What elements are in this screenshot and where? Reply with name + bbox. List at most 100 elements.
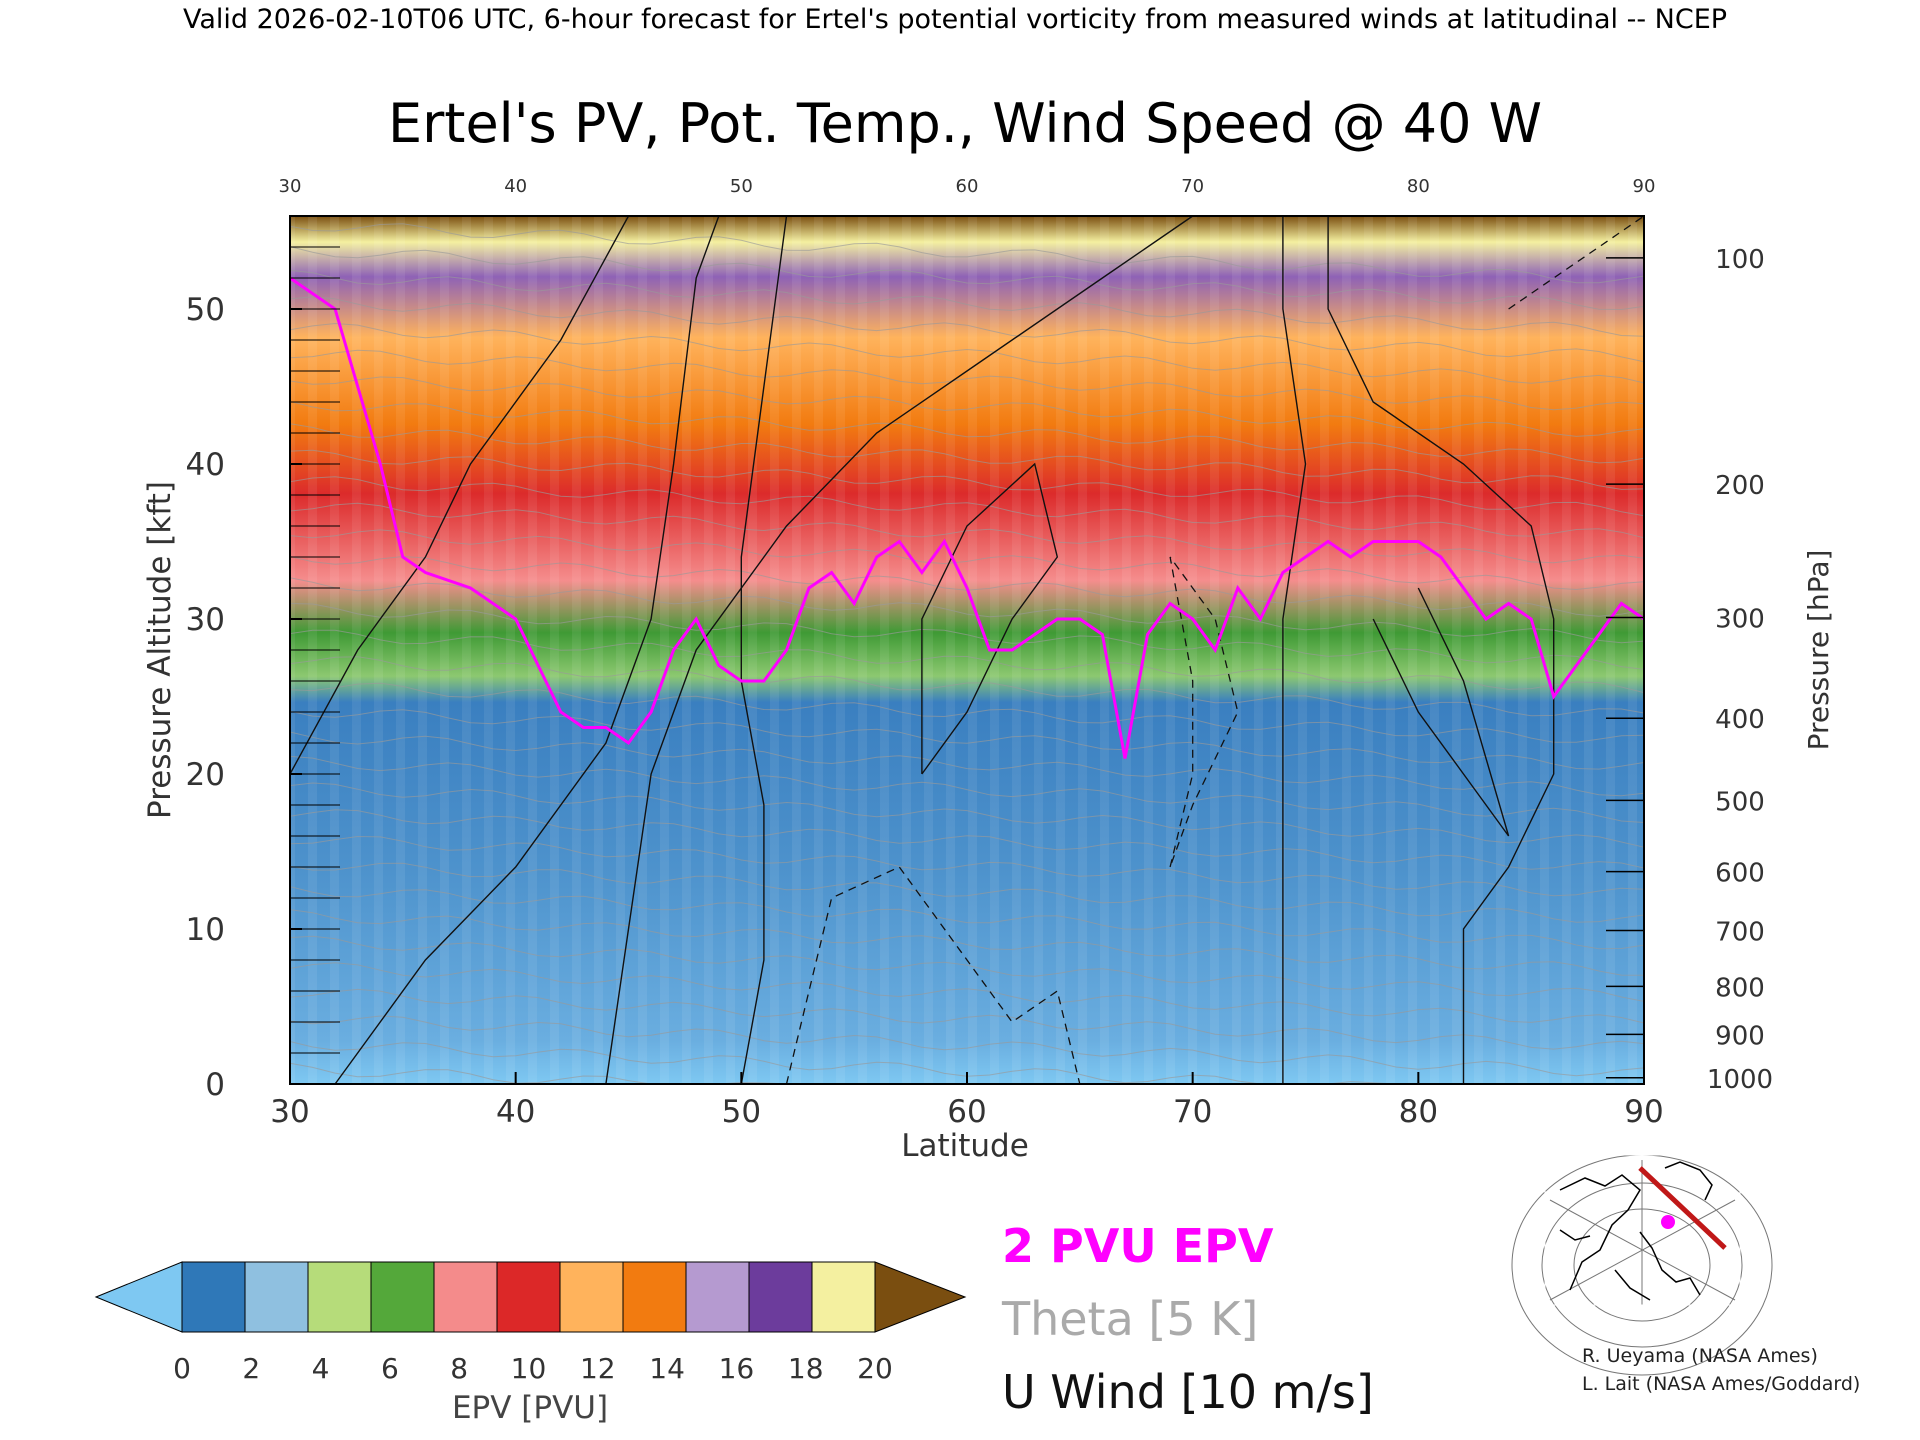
x-tick-label: 90 [1624, 1094, 1663, 1130]
pressure-tick-label: 900 [1715, 1021, 1765, 1051]
colorbar-segment [433, 1261, 498, 1333]
theta-contour [289, 577, 1645, 644]
x-top-tick-label: 90 [1633, 176, 1656, 197]
plot-texture [290, 216, 1644, 1084]
colorbar-segment [622, 1261, 687, 1333]
theta-contour [289, 835, 1645, 897]
x-top-tick-label: 30 [279, 176, 302, 197]
colorbar-segment [559, 1261, 624, 1333]
theta-contour [289, 296, 1645, 363]
legend-theta: Theta [5 K] [1001, 1292, 1258, 1346]
theta-contour [289, 349, 1645, 411]
colorbar-segment [496, 1261, 561, 1333]
theta-contour [289, 682, 1645, 743]
pressure-tick-label: 400 [1715, 705, 1765, 735]
x-top-tick-label: 50 [730, 176, 753, 197]
theta-contour [289, 809, 1645, 870]
colorbar-segment [370, 1261, 435, 1333]
u-wind-contour [605, 215, 1194, 1085]
colorbar-tick-label: 14 [649, 1352, 685, 1385]
theta-contour [289, 449, 1645, 517]
y-tick-label: 10 [186, 912, 225, 948]
inset-map [1511, 1154, 1773, 1376]
colorbar-segment [748, 1261, 813, 1333]
theta-contour [289, 755, 1645, 823]
two-pvu-contour [289, 276, 1645, 759]
colorbar-segment [685, 1261, 750, 1333]
inset-location-dot [1661, 1215, 1675, 1229]
theta-contour [289, 782, 1645, 848]
colorbar-tick-label: 20 [857, 1352, 893, 1385]
colorbar-segment [307, 1261, 372, 1333]
theta-contour [289, 629, 1645, 694]
theta-contour [289, 1015, 1645, 1077]
theta-contour [289, 909, 1645, 976]
pressure-tick-label: 700 [1715, 918, 1765, 948]
x-axis-label: Latitude [901, 1128, 1029, 1164]
theta-contour [289, 862, 1645, 923]
colorbar-segment [244, 1261, 309, 1333]
colorbar-tick-label: 10 [511, 1352, 547, 1385]
u-wind-contour [1372, 587, 1510, 837]
pressure-tick-label: 600 [1715, 859, 1765, 889]
y-axis-label-right: Pressure [hPa] [1802, 550, 1835, 751]
theta-contour [289, 376, 1645, 437]
colorbar-under-arrow [94, 1261, 183, 1333]
colorbar-tick-label: 6 [381, 1352, 399, 1385]
x-tick-label: 60 [947, 1094, 986, 1130]
x-tick-label: 50 [722, 1094, 761, 1130]
pressure-tick-label: 200 [1715, 471, 1765, 501]
legend-epv: 2 PVU EPV [1002, 1219, 1274, 1273]
y-tick-label: 30 [186, 602, 225, 638]
colorbar-label: EPV [PVU] [452, 1390, 608, 1426]
inset-transect-line [1638, 1166, 1727, 1250]
theta-contour [289, 269, 1645, 337]
colorbar-tick-label: 8 [450, 1352, 468, 1385]
chart-title: Ertel's PV, Pot. Temp., Wind Speed @ 40 … [388, 92, 1542, 155]
x-tick-label: 30 [270, 1094, 309, 1130]
header-valid-line: Valid 2026-02-10T06 UTC, 6-hour forecast… [183, 4, 1727, 35]
pressure-tick-label: 800 [1715, 973, 1765, 1003]
theta-contour [289, 656, 1645, 717]
legend-uwind: U Wind [10 m/s] [1002, 1365, 1374, 1419]
theta-contour [289, 322, 1645, 384]
theta-contour [289, 400, 1645, 464]
u-wind-contour [1282, 216, 1307, 1084]
y-tick-label: 20 [186, 757, 225, 793]
theta-contour [289, 709, 1645, 770]
u-wind-contour [921, 462, 1059, 775]
theta-contour [289, 988, 1645, 1050]
x-tick-label: 80 [1399, 1094, 1438, 1130]
theta-contour [289, 476, 1645, 539]
theta-contour [289, 935, 1645, 1002]
theta-contour [289, 962, 1645, 1024]
theta-contours [289, 223, 1645, 1085]
pressure-tick-label: 300 [1715, 604, 1765, 634]
y-tick-label: 50 [186, 292, 225, 328]
theta-contour [289, 529, 1645, 591]
axes: 3030404050506060707080809090010203040501… [186, 176, 1774, 1130]
plot-area [289, 215, 1645, 1085]
pressure-tick-label: 500 [1715, 787, 1765, 817]
y-tick-label: 0 [205, 1067, 225, 1103]
pressure-tick-label: 1000 [1707, 1065, 1773, 1095]
y-tick-label: 40 [186, 447, 225, 483]
theta-contour [289, 731, 1645, 797]
colorbar-tick-label: 12 [580, 1352, 616, 1385]
theta-contour [289, 423, 1645, 490]
colorbar-segment [811, 1261, 876, 1333]
x-tick-label: 70 [1173, 1094, 1212, 1130]
theta-contour [289, 886, 1645, 950]
theta-contour [289, 246, 1645, 311]
credit-line-1: R. Ueyama (NASA Ames) [1582, 1345, 1818, 1367]
pressure-tick-label: 100 [1715, 245, 1765, 275]
colorbar: 0 2 4 6 8 10 12 14 16 18 20 [94, 1261, 967, 1385]
x-top-tick-label: 70 [1181, 176, 1204, 197]
inset-coastlines [1559, 1161, 1713, 1301]
theta-contour [289, 223, 1645, 284]
u-wind-contour [334, 215, 720, 1085]
credit-line-2: L. Lait (NASA Ames/Goddard) [1582, 1373, 1860, 1395]
colorbar-tick-label: 4 [312, 1352, 330, 1385]
u-wind-contour [1327, 216, 1555, 1084]
